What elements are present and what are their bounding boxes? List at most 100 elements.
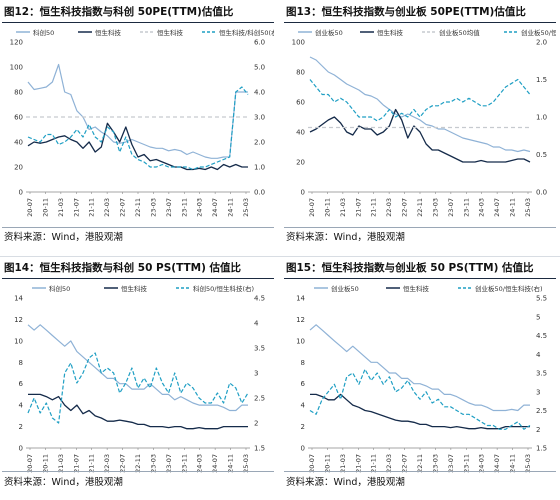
x-tick-label: 25-03 (524, 198, 532, 217)
series-line (309, 108, 531, 163)
y-right-tick-label: 5.0 (254, 64, 265, 72)
x-tick-label: 20-07 (26, 454, 34, 473)
legend-label: 恒生科技 (121, 284, 148, 293)
legend-label: 科创50/恒生科技(右) (193, 284, 254, 293)
y-right-tick-label: 1.5 (536, 445, 547, 453)
x-tick-label: 23-07 (165, 454, 173, 473)
x-tick-label: 21-07 (354, 198, 362, 217)
y-right-tick-label: 5 (536, 313, 540, 321)
y-left-tick-label: 120 (10, 39, 23, 47)
x-tick-label: 24-07 (493, 454, 501, 473)
x-tick-label: 22-07 (119, 198, 127, 217)
y-left-tick-label: 14 (296, 295, 305, 303)
x-tick-label: 23-07 (447, 454, 455, 473)
y-left-tick-label: 4 (301, 402, 306, 410)
chart-title: 图12：恒生科技指数与科创 50PE(TTM)估值比 (4, 6, 234, 18)
legend-label: 恒生科技 (157, 28, 184, 37)
y-right-tick-label: 4.5 (254, 295, 265, 303)
x-tick-label: 20-07 (308, 454, 316, 473)
y-right-tick-label: 3.0 (254, 114, 265, 122)
legend-label: 创业板50/恒生科技(右) (521, 28, 556, 37)
y-left-tick-label: 10 (14, 337, 23, 345)
legend-label: 恒生科技 (95, 28, 122, 37)
y-left-tick-label: 4 (19, 402, 24, 410)
y-left-tick-label: 2 (19, 423, 23, 431)
line-chart-13: 创业板50 恒生科技 创业板50均值 创业板50/恒生科技(右) 0 20 40 60 80 10… (292, 28, 556, 217)
y-left-tick-label: 80 (14, 89, 23, 97)
x-tick-label: 22-03 (103, 454, 111, 473)
x-tick-label: 23-03 (149, 198, 157, 217)
y-right-tick-label: 3.5 (536, 370, 547, 378)
x-tick-label: 23-11 (180, 198, 188, 217)
y-left-tick-label: 100 (10, 64, 23, 72)
x-tick-label: 21-03 (339, 198, 347, 217)
y-right-tick-label: 4.0 (254, 89, 265, 97)
chart-title-bar: 图15：恒生科技指数与创业板 50 PS(TTM) 估值比 (284, 258, 556, 279)
y-right-tick-label: 5.5 (536, 295, 547, 303)
chart-panel-14: 图14：恒生科技指数与科创 50 PS(TTM) 估值比 科创50 恒生科技 科创5… (2, 258, 274, 498)
y-left-tick-label: 6 (301, 380, 306, 388)
series-line (28, 393, 248, 430)
series-line (310, 393, 530, 430)
x-tick-label: 23-11 (180, 454, 188, 473)
y-left-tick-label: 12 (14, 316, 23, 324)
chart-title-bar: 图12：恒生科技指数与科创 50PE(TTM)估值比 (2, 2, 274, 23)
series-line (309, 56, 531, 153)
x-tick-label: 23-07 (165, 198, 173, 217)
x-tick-label: 21-11 (370, 454, 378, 473)
y-right-tick-label: 3 (254, 370, 258, 378)
source-rule (284, 227, 556, 228)
y-left-tick-label: 8 (301, 359, 305, 367)
legend-label: 科创50 (33, 28, 54, 37)
chart-title: 图13：恒生科技指数与创业板 50PE(TTM)估值比 (286, 6, 526, 18)
x-tick-label: 21-11 (88, 198, 96, 217)
series-line (27, 324, 248, 412)
legend-item: 创业板50/恒生科技(右) (458, 284, 543, 293)
source-rule (2, 471, 274, 472)
y-right-tick-label: 1.5 (254, 445, 265, 453)
legend-label: 创业板50 (315, 28, 343, 37)
x-tick-label: 23-03 (431, 198, 439, 217)
y-left-tick-label: 0 (19, 189, 23, 197)
source-note: 资料来源：Wind，港股观潮 (286, 477, 405, 488)
y-right-tick-label: 4 (536, 351, 541, 359)
x-tick-label: 24-07 (211, 454, 219, 473)
y-right-tick-label: 2 (254, 420, 258, 428)
legend-label: 科创50 (49, 284, 70, 293)
series-line (27, 122, 248, 171)
source-rule (284, 471, 556, 472)
x-tick-label: 24-11 (509, 198, 517, 217)
y-left-tick-label: 2 (301, 423, 305, 431)
legend-item: 恒生科技 (386, 284, 430, 293)
y-left-tick-label: 20 (14, 164, 23, 172)
x-tick-label: 21-11 (88, 454, 96, 473)
y-right-tick-label: 2 (536, 426, 540, 434)
series-line (27, 352, 249, 424)
legend-item: 创业板50 (298, 28, 343, 37)
y-right-tick-label: 3 (536, 388, 540, 396)
y-left-tick-label: 6 (19, 380, 24, 388)
x-tick-label: 21-03 (339, 454, 347, 473)
x-tick-label: 21-11 (370, 198, 378, 217)
y-left-tick-label: 14 (14, 295, 23, 303)
y-left-tick-label: 0 (301, 445, 305, 453)
x-tick-label: 21-07 (354, 454, 362, 473)
y-right-tick-label: 2.5 (536, 407, 547, 415)
source-rule (2, 227, 274, 228)
panel-divider (0, 256, 560, 257)
y-left-tick-label: 8 (19, 359, 23, 367)
y-right-tick-label: 3.5 (254, 345, 265, 353)
series-line (309, 78, 531, 122)
x-tick-label: 25-03 (524, 454, 532, 473)
source-note: 资料来源：Wind，港股观潮 (4, 477, 123, 488)
legend-item: 科创50 (16, 28, 54, 37)
x-tick-label: 21-07 (72, 454, 80, 473)
legend-label: 恒生科技 (403, 284, 430, 293)
x-tick-label: 20-07 (26, 198, 34, 217)
x-tick-label: 24-07 (493, 198, 501, 217)
legend-label: 创业板50/恒生科技(右) (475, 284, 543, 293)
y-right-tick-label: 6.0 (254, 39, 265, 47)
chart-title-bar: 图13：恒生科技指数与创业板 50PE(TTM)估值比 (284, 2, 556, 23)
series-line (309, 324, 530, 412)
x-tick-label: 24-03 (196, 454, 204, 473)
